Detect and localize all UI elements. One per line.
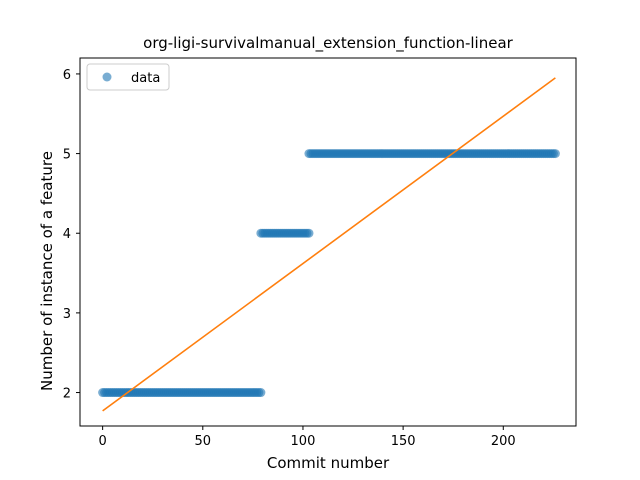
x-tick-label: 150	[391, 434, 416, 449]
chart-title: org-ligi-survivalmanual_extension_functi…	[143, 34, 513, 53]
y-tick-label: 6	[63, 68, 71, 83]
y-tick-label: 4	[63, 227, 71, 242]
y-tick-label: 3	[63, 307, 71, 322]
legend-marker-data	[102, 72, 112, 82]
legend: data	[86, 63, 170, 91]
x-tick-label: 200	[491, 434, 516, 449]
data-point	[256, 388, 266, 398]
axes: 0 50 100 150 200 2 3 4 5 6	[63, 57, 577, 449]
plot-frame	[79, 57, 577, 427]
y-axis-label: Number of instance of a feature	[38, 151, 56, 391]
x-axis-label: Commit number	[267, 454, 390, 472]
fit-line	[102, 77, 556, 412]
legend-box	[86, 63, 170, 91]
legend-label-data: data	[131, 71, 160, 86]
plot-area	[98, 77, 560, 412]
data-point	[304, 228, 314, 238]
x-tick-label: 100	[291, 434, 316, 449]
y-tick-label: 5	[63, 148, 71, 163]
x-tick-label: 50	[195, 434, 212, 449]
x-tick-label: 0	[98, 434, 106, 449]
data-point	[550, 149, 560, 159]
y-tick-label: 2	[63, 387, 71, 402]
